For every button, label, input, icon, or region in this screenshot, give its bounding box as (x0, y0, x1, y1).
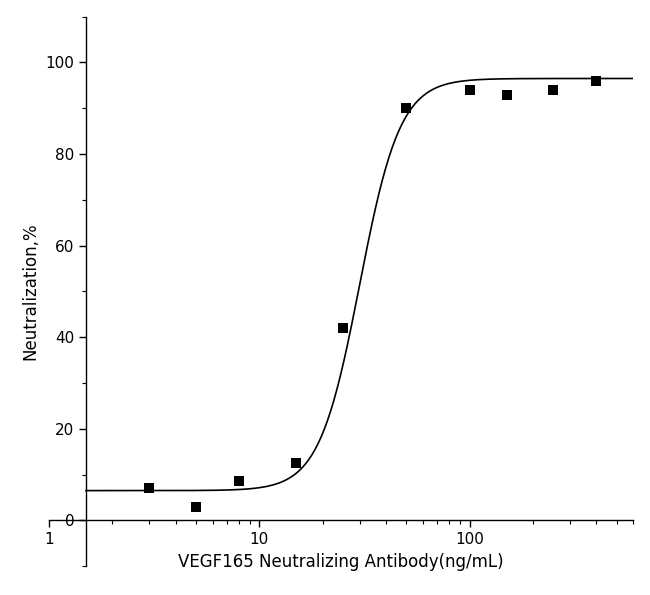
Point (502, 90, 512, 99)
Point (591, 76, 601, 86)
Point (234, 477, 244, 486)
Point (144, 484, 155, 493)
Point (291, 458, 302, 468)
Point (401, 104, 411, 113)
Point (338, 323, 348, 333)
Point (191, 502, 202, 511)
X-axis label: VEGF165 Neutralizing Antibody(ng/mL): VEGF165 Neutralizing Antibody(ng/mL) (178, 553, 504, 571)
Point (465, 85, 475, 95)
Y-axis label: Neutralization,%: Neutralization,% (22, 223, 40, 360)
Point (548, 85, 558, 95)
